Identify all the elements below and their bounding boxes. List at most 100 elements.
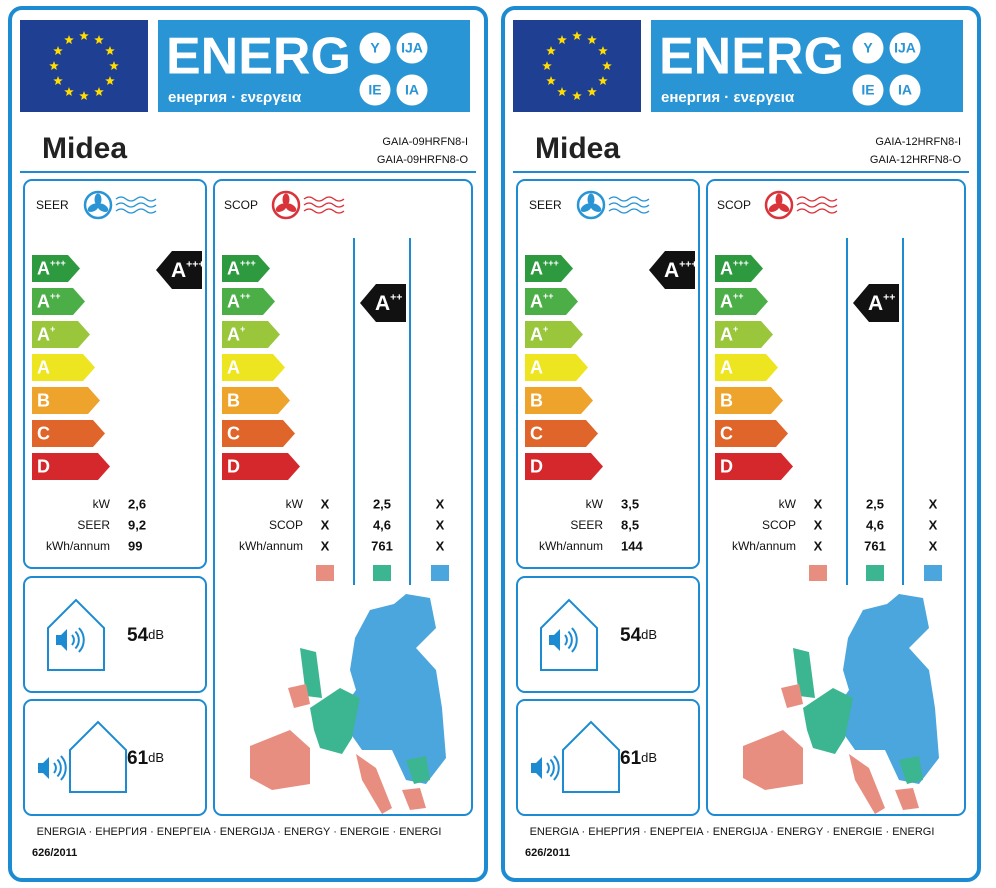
brand-name: Midea xyxy=(535,132,620,165)
class-letter: A xyxy=(37,324,50,344)
energy-class-arrow xyxy=(222,420,295,447)
regulation: 626/2011 xyxy=(525,847,570,859)
energy-label: ENERG енергия · ενεργεια Y IJA IE IA Midea GAIA… xyxy=(8,6,488,882)
energy-title: ENERG xyxy=(166,28,351,86)
rating-arrow xyxy=(853,284,899,322)
europe-map-region xyxy=(310,688,360,754)
eu-star xyxy=(546,46,556,55)
class-letter: A xyxy=(530,291,543,311)
fan-blade xyxy=(775,193,783,206)
class-letter: B xyxy=(227,390,240,410)
class-sup: + xyxy=(240,324,245,334)
sound-wave xyxy=(564,634,568,646)
indoor-noise: 54dB xyxy=(620,625,657,646)
eu-star xyxy=(602,61,612,70)
sound-wave xyxy=(60,755,67,781)
class-letter: B xyxy=(37,390,50,410)
energy-class-label: A+++ xyxy=(720,258,749,278)
noise-unit: dB xyxy=(641,627,657,642)
model-name: GAIA-12HRFN8-I xyxy=(875,136,961,148)
eu-star xyxy=(79,91,89,100)
rating-label: A++ xyxy=(868,291,895,314)
seer-label: SEER xyxy=(36,198,69,212)
europe-map-region xyxy=(743,730,803,790)
scop-row-value: X xyxy=(814,496,823,511)
sound-wave xyxy=(567,630,573,650)
energy-class-arrow xyxy=(222,321,280,348)
language-badge-label: IA xyxy=(405,82,419,98)
eu-star xyxy=(587,87,597,96)
fan-icon xyxy=(83,190,113,220)
scop-row-name: kW xyxy=(286,497,304,511)
scop-row-value: X xyxy=(814,538,823,553)
eu-star xyxy=(598,46,608,55)
language-badge-label: IJA xyxy=(401,40,423,56)
eu-star xyxy=(53,46,63,55)
brand-name: Midea xyxy=(42,132,127,165)
eu-star xyxy=(94,87,104,96)
sound-wave xyxy=(53,762,57,774)
class-letter: D xyxy=(37,456,50,476)
energy-class-arrow xyxy=(32,255,80,282)
class-letter: A xyxy=(720,357,733,377)
seer-row-name: SEER xyxy=(77,518,110,532)
sound-wave xyxy=(553,755,560,781)
energy-class-arrow xyxy=(715,321,773,348)
scop-row-value: 4,6 xyxy=(373,517,391,532)
energy-class-label: C xyxy=(720,423,733,443)
footer-languages: ENERGIA · ЕНЕРГИЯ · ΕΝΕΡΓΕΙΑ · ENERGIJA … xyxy=(37,826,442,838)
europe-map-region xyxy=(835,594,939,784)
noise-value: 61 xyxy=(620,748,642,769)
speaker-icon xyxy=(549,629,560,651)
class-sup: +++ xyxy=(186,258,204,270)
language-badge xyxy=(359,32,391,64)
scop-row-value: 761 xyxy=(864,538,886,553)
class-letter: D xyxy=(227,456,240,476)
noise-value: 61 xyxy=(127,748,149,769)
air-wave xyxy=(303,196,345,202)
seer-row-name: kW xyxy=(93,497,111,511)
language-badge-label: IE xyxy=(368,82,381,98)
energy-class-arrow xyxy=(32,453,110,480)
seer-row-value: 3,5 xyxy=(621,496,639,511)
language-badge-label: IA xyxy=(898,82,912,98)
language-badge xyxy=(852,74,884,106)
class-sup: +++ xyxy=(50,258,66,268)
language-badge xyxy=(889,74,921,106)
air-wave xyxy=(796,208,838,214)
scop-row-value: 4,6 xyxy=(866,517,884,532)
fan-blade xyxy=(285,203,297,213)
rating-label: A+++ xyxy=(664,258,698,281)
energy-class-label: C xyxy=(227,423,240,443)
energy-class-label: A+ xyxy=(720,324,738,344)
air-wave xyxy=(796,202,838,208)
energy-class-arrow xyxy=(32,420,105,447)
seer-row-value: 144 xyxy=(621,538,643,553)
class-letter: A xyxy=(37,291,50,311)
noise-value: 54 xyxy=(620,625,642,646)
europe-map-region xyxy=(803,688,853,754)
air-wave xyxy=(115,208,157,214)
climate-zone-swatch xyxy=(866,565,884,581)
scop-row-value: X xyxy=(321,517,330,532)
regulation: 626/2011 xyxy=(32,847,77,859)
seer-row-value: 99 xyxy=(128,538,142,553)
climate-zone-swatch xyxy=(809,565,827,581)
fan-icon xyxy=(764,190,794,220)
energy-class-label: D xyxy=(37,456,50,476)
eu-star xyxy=(49,61,59,70)
air-wave xyxy=(796,196,838,202)
indoor-noise-panel xyxy=(516,576,700,693)
speaker-icon xyxy=(531,757,542,779)
energy-class-arrow xyxy=(715,255,763,282)
class-sup: ++ xyxy=(733,291,744,301)
seer-row-value: 9,2 xyxy=(128,517,146,532)
language-badge-label: IE xyxy=(861,82,874,98)
model-name: GAIA-09HRFN8-O xyxy=(377,154,469,166)
seer-row-name: kW xyxy=(586,497,604,511)
class-letter: A xyxy=(227,258,240,278)
energy-class-arrow xyxy=(32,288,85,315)
class-letter: A xyxy=(664,259,679,282)
